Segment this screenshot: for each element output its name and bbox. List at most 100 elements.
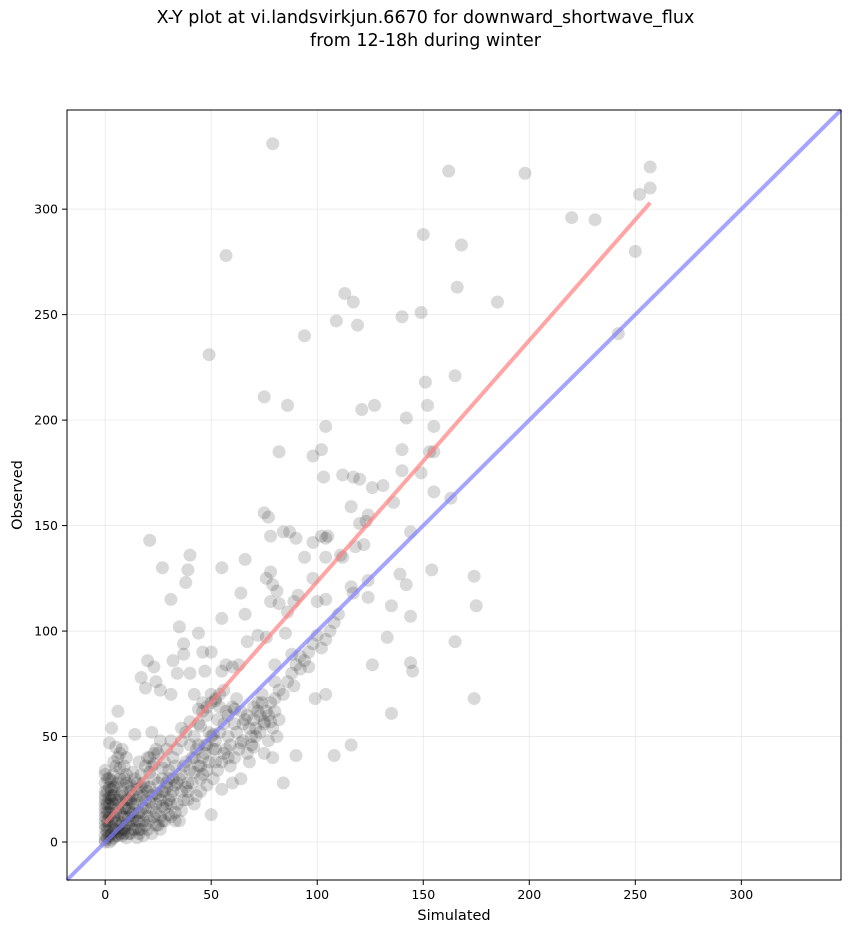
data-point — [264, 715, 278, 729]
data-point — [130, 776, 144, 790]
data-point — [200, 778, 214, 792]
data-point — [395, 464, 409, 478]
data-point — [225, 660, 239, 674]
data-point — [253, 708, 267, 722]
data-point — [346, 470, 360, 484]
data-point — [109, 740, 123, 754]
data-point — [633, 187, 647, 201]
data-point — [164, 810, 178, 824]
data-point — [298, 550, 312, 564]
data-point — [119, 751, 133, 765]
data-point — [276, 687, 290, 701]
data-point — [448, 635, 462, 649]
data-point — [194, 772, 208, 786]
data-point — [98, 768, 112, 782]
data-point — [151, 818, 165, 832]
data-point — [228, 751, 242, 765]
data-point — [98, 822, 112, 836]
data-point — [145, 827, 159, 841]
data-point — [384, 706, 398, 720]
data-point — [132, 789, 146, 803]
data-point — [264, 565, 278, 579]
data-point — [155, 814, 169, 828]
data-point — [155, 761, 169, 775]
data-point — [450, 280, 464, 294]
data-point — [102, 772, 116, 786]
data-point — [143, 814, 157, 828]
data-point — [314, 443, 328, 457]
data-point — [143, 780, 157, 794]
data-point — [153, 822, 167, 836]
data-point — [113, 761, 127, 775]
data-point — [194, 784, 208, 798]
data-point — [119, 831, 133, 845]
data-point — [102, 780, 116, 794]
data-point — [215, 561, 229, 575]
data-point — [287, 679, 301, 693]
data-point — [98, 789, 112, 803]
y-axis-label: Observed — [10, 460, 26, 530]
data-point — [166, 751, 180, 765]
data-point — [145, 759, 159, 773]
data-point — [179, 780, 193, 794]
data-point — [149, 805, 163, 819]
data-point — [198, 746, 212, 760]
data-point — [272, 445, 286, 459]
data-point — [234, 586, 248, 600]
data-point — [113, 789, 127, 803]
data-point — [147, 746, 161, 760]
data-point — [162, 793, 176, 807]
data-point — [107, 768, 121, 782]
data-point — [204, 808, 218, 822]
data-point — [102, 797, 116, 811]
data-point — [126, 797, 140, 811]
data-point — [183, 666, 197, 680]
data-point — [238, 552, 252, 566]
data-point — [107, 789, 121, 803]
data-point — [200, 763, 214, 777]
data-point — [319, 687, 333, 701]
data-point — [384, 599, 398, 613]
data-point — [164, 797, 178, 811]
data-point — [149, 797, 163, 811]
data-point — [111, 751, 125, 765]
data-point — [395, 310, 409, 324]
data-point — [338, 287, 352, 301]
data-point — [244, 730, 258, 744]
data-point — [141, 822, 155, 836]
fit-line — [103, 201, 652, 825]
x-tick-label: 150 — [411, 887, 435, 902]
data-point — [132, 827, 146, 841]
data-point — [310, 595, 324, 609]
data-point — [266, 578, 280, 592]
data-point — [238, 713, 252, 727]
data-point — [136, 814, 150, 828]
data-point — [155, 561, 169, 575]
data-point — [215, 782, 229, 796]
data-point — [317, 470, 331, 484]
data-point — [319, 550, 333, 564]
x-tick-label: 200 — [517, 887, 541, 902]
y-tick-label: 250 — [34, 307, 58, 322]
data-point — [208, 755, 222, 769]
data-point — [202, 348, 216, 362]
data-point — [302, 660, 316, 674]
data-point — [272, 713, 286, 727]
data-point — [467, 569, 481, 583]
data-point — [247, 700, 261, 714]
data-point — [98, 763, 112, 777]
data-point — [414, 306, 428, 320]
data-point — [469, 599, 483, 613]
data-point — [223, 738, 237, 752]
y-tick-label: 0 — [50, 835, 58, 850]
data-point — [264, 529, 278, 543]
data-point — [177, 793, 191, 807]
data-point — [194, 719, 208, 733]
data-point — [314, 641, 328, 655]
data-point — [141, 654, 155, 668]
data-point — [270, 584, 284, 598]
data-point — [219, 658, 233, 672]
data-point — [183, 738, 197, 752]
data-point — [170, 666, 184, 680]
